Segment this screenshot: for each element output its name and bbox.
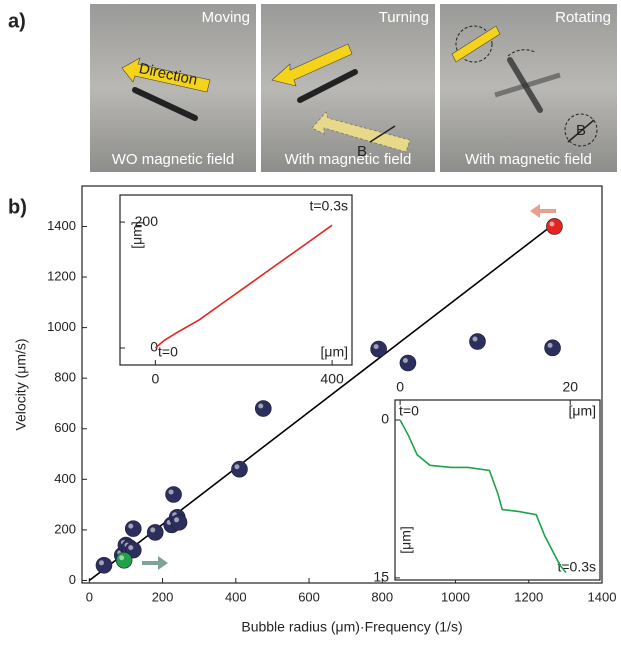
rod bbox=[297, 69, 358, 103]
photo-title: Rotating bbox=[555, 9, 611, 26]
point bbox=[115, 551, 133, 569]
rod bbox=[494, 72, 561, 98]
highlight bbox=[174, 517, 180, 523]
x-tick-label: 800 bbox=[371, 589, 393, 604]
point bbox=[146, 524, 164, 541]
highlight bbox=[128, 523, 134, 529]
point bbox=[399, 354, 417, 372]
inset: 0 20 0 15 [μm] [μm] t=0 t=0.3s bbox=[373, 379, 601, 585]
highlight bbox=[258, 403, 264, 409]
x-tick-label: 400 bbox=[225, 589, 247, 604]
highlight bbox=[150, 527, 156, 533]
y-tick-label: 0 bbox=[69, 572, 76, 587]
plot-frame bbox=[119, 194, 353, 366]
point bbox=[95, 556, 113, 574]
highlight bbox=[98, 560, 104, 566]
highlight bbox=[549, 221, 555, 227]
annotation: t=0.3s bbox=[309, 198, 348, 214]
field-arrow bbox=[567, 119, 595, 143]
direction-arrow bbox=[530, 204, 556, 218]
photo-caption: WO magnetic field bbox=[112, 151, 235, 168]
panel-label: a) bbox=[8, 10, 26, 32]
point bbox=[254, 400, 272, 417]
y-tick-label: 800 bbox=[54, 370, 76, 385]
highlight bbox=[168, 489, 174, 495]
x-tick-label: 0 bbox=[151, 371, 159, 387]
x-axis-label: Bubble radius (μm)·Frequency (1/s) bbox=[241, 619, 462, 635]
plot-frame bbox=[394, 399, 601, 581]
y-tick-label: 15 bbox=[373, 569, 389, 585]
x-tick-label: 600 bbox=[298, 589, 320, 604]
x-tick-label: 0 bbox=[86, 589, 93, 604]
point bbox=[546, 218, 563, 235]
highlight bbox=[547, 342, 553, 348]
x-tick-label: 1200 bbox=[514, 589, 543, 604]
photo-annotation: B bbox=[357, 143, 367, 160]
y-axis-label: Velocity (μm/s) bbox=[13, 338, 29, 430]
point bbox=[165, 486, 182, 503]
panel-label: b) bbox=[8, 196, 27, 218]
x-tick-label: 1000 bbox=[441, 589, 470, 604]
trajectory bbox=[154, 224, 333, 349]
y-tick-label: 1000 bbox=[47, 319, 76, 334]
highlight bbox=[128, 545, 134, 551]
annotation: t=0 bbox=[399, 403, 419, 419]
highlight bbox=[119, 555, 125, 561]
y-tick-label: 0 bbox=[150, 339, 158, 355]
highlight bbox=[234, 464, 240, 470]
point bbox=[544, 339, 561, 357]
trajectory bbox=[399, 419, 567, 574]
y-tick-label: 1400 bbox=[47, 218, 76, 233]
arrow bbox=[271, 43, 353, 87]
x-tick-label: 1400 bbox=[588, 589, 617, 604]
direction-arrow bbox=[142, 556, 168, 570]
photo-caption: With magnetic field bbox=[465, 151, 592, 168]
arrow bbox=[121, 57, 211, 93]
highlight bbox=[373, 344, 379, 350]
arrow bbox=[451, 25, 501, 63]
photo-title: Moving bbox=[202, 9, 250, 26]
annotation: t=0.3s bbox=[557, 559, 596, 575]
y-tick-label: 400 bbox=[54, 471, 76, 486]
annotation: t=0 bbox=[158, 344, 178, 360]
highlight bbox=[402, 358, 408, 364]
x-axis-label: [μm] bbox=[320, 344, 348, 360]
point bbox=[170, 514, 188, 531]
point bbox=[124, 520, 142, 537]
highlight bbox=[472, 336, 478, 342]
x-tick-label: 200 bbox=[152, 589, 174, 604]
photo bbox=[90, 4, 256, 172]
arrow bbox=[311, 111, 411, 153]
rotation-path bbox=[507, 49, 536, 57]
x-tick-label: 400 bbox=[320, 371, 344, 387]
point bbox=[469, 333, 486, 350]
rod bbox=[132, 87, 198, 121]
photo-annotation: B bbox=[576, 122, 586, 139]
rotation-circle bbox=[455, 25, 493, 63]
y-tick-label: 200 bbox=[54, 521, 76, 536]
photo-title: Turning bbox=[379, 9, 429, 26]
y-axis-label: [μm] bbox=[398, 526, 414, 554]
point bbox=[231, 460, 248, 478]
photo bbox=[261, 4, 435, 172]
y-tick-label: 200 bbox=[135, 213, 159, 229]
rotation-circle bbox=[564, 113, 598, 147]
point bbox=[370, 340, 387, 358]
field-arrow bbox=[369, 125, 396, 143]
x-axis-label: [μm] bbox=[568, 403, 596, 419]
y-axis-label: [μm] bbox=[129, 221, 145, 249]
y-tick-label: 0 bbox=[381, 411, 389, 427]
y-tick-label: 600 bbox=[54, 420, 76, 435]
y-tick-label: 1200 bbox=[47, 268, 76, 283]
photo-caption: With magnetic field bbox=[285, 151, 412, 168]
x-tick-label: 20 bbox=[562, 379, 578, 395]
x-tick-label: 0 bbox=[396, 379, 404, 395]
